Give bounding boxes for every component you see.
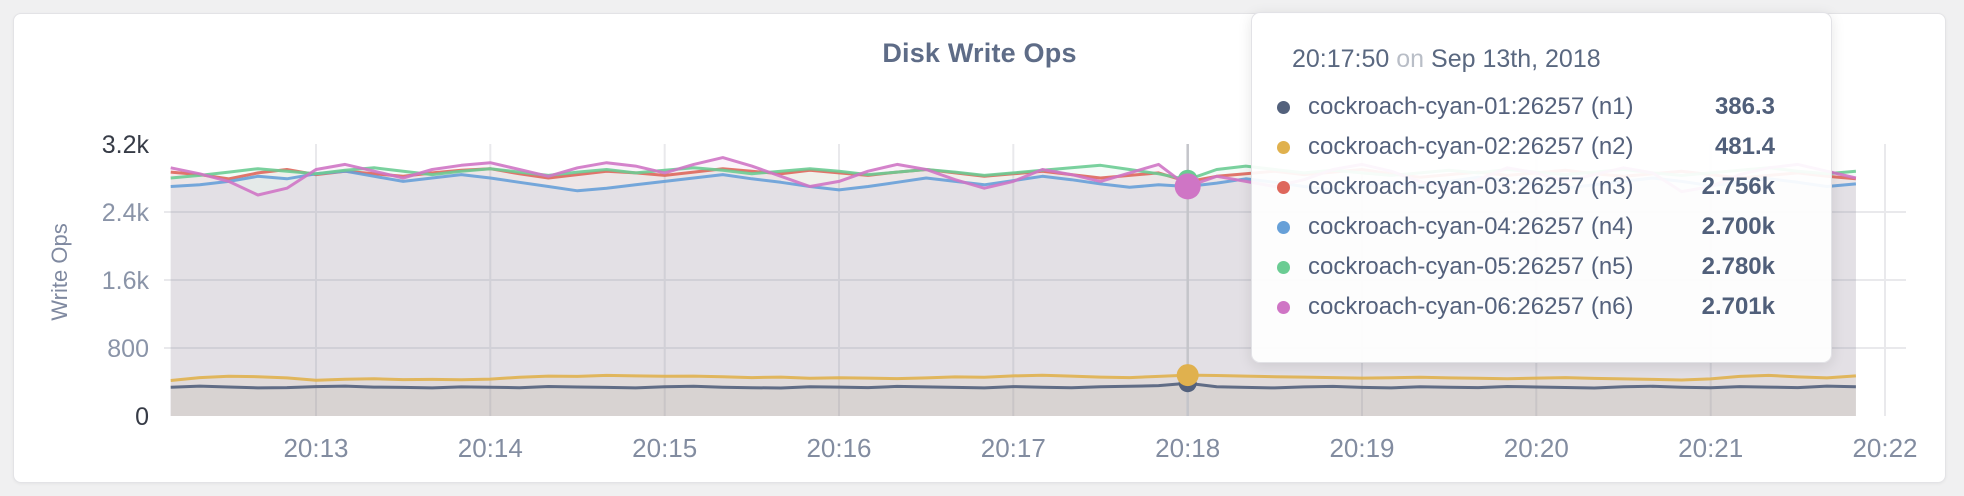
series-color-dot-icon [1277, 140, 1290, 154]
chart-tooltip: 20:17:50 on Sep 13th, 2018 cockroach-cya… [1251, 12, 1832, 363]
series-value: 2.780k [1701, 253, 1775, 280]
tooltip-series-row: cockroach-cyan-02:26257 (n2) 481.4 [1268, 127, 1775, 167]
x-tick-label: 20:15 [632, 433, 697, 463]
x-tick-label: 20:21 [1678, 433, 1743, 463]
series-color-dot-icon [1277, 220, 1290, 234]
hover-dot [1176, 364, 1199, 387]
series-area [170, 375, 1856, 416]
x-tick-label: 20:17 [981, 433, 1046, 463]
series-label: cockroach-cyan-05:26257 (n5) [1308, 253, 1634, 280]
tooltip-series-row: cockroach-cyan-01:26257 (n1) 386.3 [1268, 87, 1775, 127]
series-label: cockroach-cyan-06:26257 (n6) [1308, 293, 1634, 320]
chart-card: Disk Write Ops Write Ops 20:13 20:14 20:15… [13, 12, 1946, 483]
series-color-dot-icon [1277, 180, 1290, 194]
x-tick-label: 20:19 [1329, 433, 1394, 463]
series-value: 386.3 [1714, 93, 1775, 120]
hover-dot [1174, 173, 1201, 200]
y-tick-label: 1.6k [102, 267, 150, 295]
series-label: cockroach-cyan-01:26257 (n1) [1308, 93, 1634, 120]
series-line [170, 381, 1856, 390]
y-tick-label: 2.4k [102, 199, 150, 227]
tooltip-time: 20:17:50 [1292, 45, 1390, 73]
series-value: 2.700k [1701, 213, 1775, 240]
series-value: 481.4 [1714, 133, 1775, 160]
series-color-dot-icon [1277, 300, 1290, 314]
x-tick-label: 20:18 [1155, 433, 1220, 463]
x-tick-label: 20:14 [458, 433, 523, 463]
tooltip-date: Sep 13th, 2018 [1431, 45, 1601, 73]
series-value: 2.756k [1701, 173, 1775, 200]
series-area [170, 383, 1856, 416]
y-tick-label: 3.2k [102, 131, 150, 159]
tooltip-series-row: cockroach-cyan-03:26257 (n3) 2.756k [1268, 167, 1775, 207]
chart-title: Disk Write Ops [882, 38, 1077, 68]
tooltip-series-row: cockroach-cyan-05:26257 (n5) 2.780k [1268, 247, 1775, 287]
series-label: cockroach-cyan-03:26257 (n3) [1308, 173, 1634, 200]
series-label: cockroach-cyan-04:26257 (n4) [1308, 213, 1634, 240]
x-tick-label: 20:16 [806, 433, 871, 463]
series-label: cockroach-cyan-02:26257 (n2) [1308, 133, 1634, 160]
x-tick-label: 20:22 [1852, 433, 1917, 463]
x-tick-label: 20:13 [283, 433, 348, 463]
tooltip-header: 20:17:50 on Sep 13th, 2018 [1292, 45, 1775, 74]
x-tick-label: 20:20 [1504, 433, 1569, 463]
tooltip-series-list: cockroach-cyan-01:26257 (n1) 386.3 cockroa… [1268, 87, 1775, 327]
y-tick-label: 800 [107, 335, 149, 363]
y-tick-label: 0 [135, 403, 149, 431]
series-value: 2.701k [1701, 293, 1775, 320]
tooltip-connector: on [1396, 45, 1425, 73]
tooltip-series-row: cockroach-cyan-06:26257 (n6) 2.701k [1268, 287, 1775, 327]
tooltip-series-row: cockroach-cyan-04:26257 (n4) 2.700k [1268, 207, 1775, 247]
series-line [170, 373, 1857, 382]
series-color-dot-icon [1277, 260, 1290, 274]
series-color-dot-icon [1277, 100, 1290, 114]
